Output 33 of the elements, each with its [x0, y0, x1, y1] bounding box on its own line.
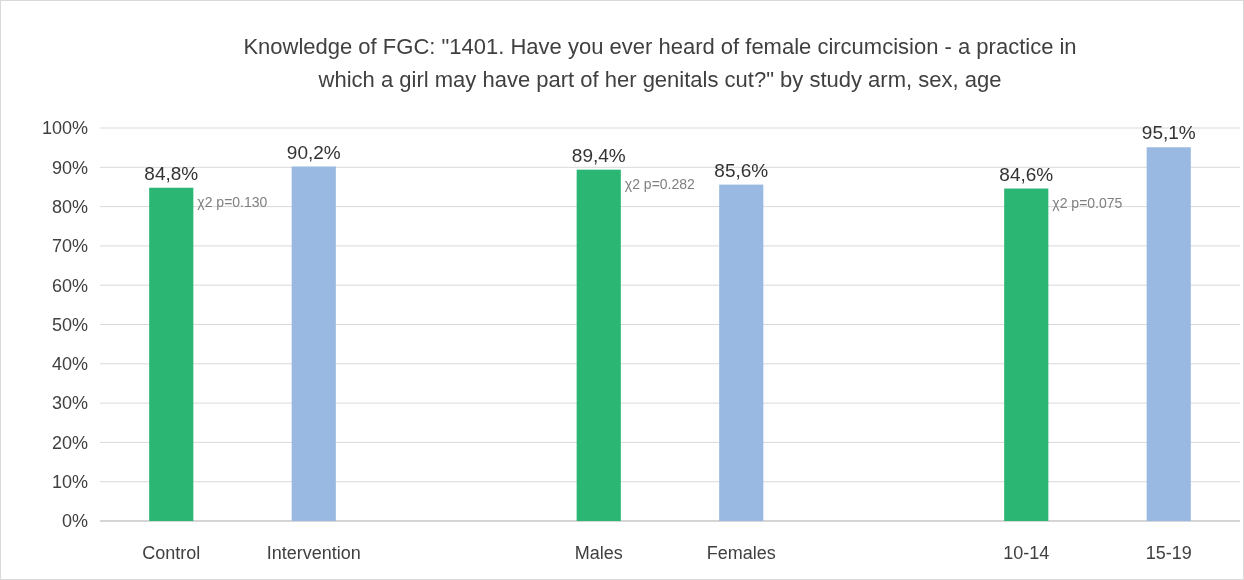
data-label: 90,2% [286, 141, 341, 163]
bar [719, 184, 764, 521]
annotation: χ2 p=0.075 [1052, 194, 1123, 211]
data-label: 89,4% [571, 144, 626, 166]
x-tick-label: 15-19 [1145, 543, 1192, 563]
y-tick-label: 80% [51, 196, 88, 217]
data-label: 85,6% [714, 159, 769, 181]
x-tick-label: Males [574, 543, 623, 563]
data-label: 84,6% [999, 163, 1054, 185]
bar [576, 169, 621, 521]
data-label: 95,1% [1141, 122, 1196, 144]
y-tick-label: 100% [41, 118, 88, 139]
y-tick-label: 0% [61, 511, 88, 532]
y-tick-label: 50% [51, 314, 88, 335]
bar [291, 166, 336, 521]
bar [1146, 147, 1191, 521]
x-tick-label: 10-14 [1003, 543, 1050, 563]
y-tick-label: 10% [51, 472, 88, 492]
x-tick-label: Females [706, 543, 776, 563]
y-tick-label: 90% [51, 157, 88, 178]
y-tick-label: 40% [51, 354, 88, 375]
annotation: χ2 p=0.130 [197, 193, 268, 210]
bar [149, 187, 194, 521]
bar [1004, 188, 1049, 521]
y-tick-label: 20% [51, 432, 88, 453]
y-tick-label: 70% [51, 236, 88, 257]
chart-title: Knowledge of FGC: "1401. Have you ever heard of female circumcision - a practice in which a girl may have part of her genitals cut?" by study arm, sex, age [243, 34, 1077, 92]
y-tick-label: 60% [51, 275, 88, 296]
x-tick-label: Control [142, 543, 201, 563]
y-tick-label: 30% [51, 393, 88, 414]
x-tick-label: Intervention [266, 543, 361, 563]
annotation: χ2 p=0.282 [624, 175, 696, 192]
data-label: 84,8% [144, 162, 199, 184]
